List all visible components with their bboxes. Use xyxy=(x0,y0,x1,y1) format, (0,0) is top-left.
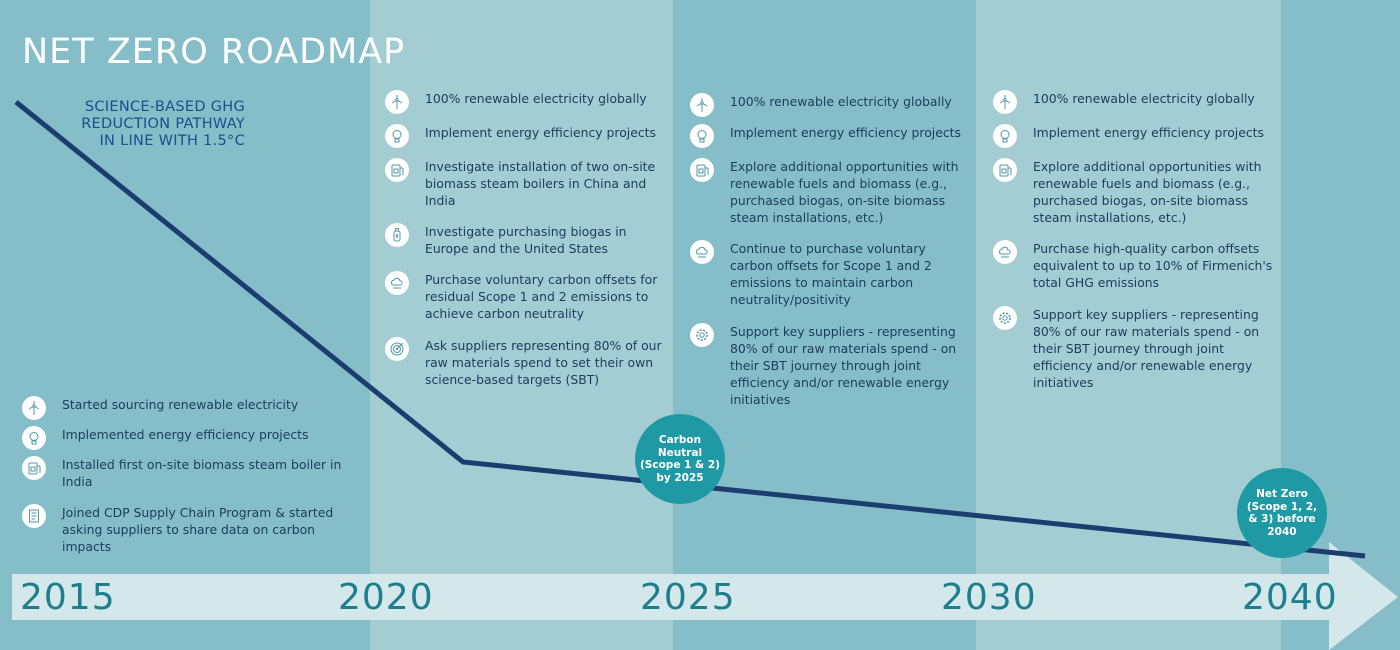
action-item-text: Implement energy efficiency projects xyxy=(1033,125,1264,140)
action-item-text: Implement energy efficiency projects xyxy=(425,125,656,140)
action-item-text: Ask suppliers representing 80% of our ra… xyxy=(425,338,662,387)
lightbulb-icon xyxy=(993,124,1017,148)
band-2025 xyxy=(673,0,976,650)
action-item-text: Support key suppliers - representing 80%… xyxy=(730,324,957,407)
lightbulb-icon xyxy=(385,124,409,148)
band-2015 xyxy=(0,0,370,650)
boiler-icon xyxy=(993,158,1017,182)
action-item: 100% renewable electricity globally xyxy=(385,90,665,114)
action-item-text: Started sourcing renewable electricity xyxy=(62,397,299,412)
emissions-trajectory-line xyxy=(14,100,1366,559)
action-item: Started sourcing renewable electricity xyxy=(22,396,342,420)
action-item-text: Investigate installation of two on-site … xyxy=(425,159,656,208)
carbon-cloud-icon xyxy=(385,271,409,295)
net-zero-text: Net Zero (Scope 1, 2, & 3) before 2040 xyxy=(1246,488,1318,538)
action-item-text: 100% renewable electricity globally xyxy=(425,91,647,106)
action-item-text: Joined CDP Supply Chain Program & starte… xyxy=(62,505,334,554)
action-item: 100% renewable electricity globally xyxy=(993,90,1273,114)
action-item: Explore additional opportunities with re… xyxy=(690,158,970,226)
action-item: Implemented energy efficiency projects xyxy=(22,426,342,450)
action-item: Installed first on-site biomass steam bo… xyxy=(22,456,342,490)
action-item-text: 100% renewable electricity globally xyxy=(1033,91,1255,106)
action-item: Joined CDP Supply Chain Program & starte… xyxy=(22,504,342,555)
target-icon xyxy=(385,337,409,361)
lightbulb-icon xyxy=(22,426,46,450)
action-item-text: Implemented energy efficiency projects xyxy=(62,427,309,442)
timeline-arrow xyxy=(12,542,1398,650)
carbon-neutral-text: Carbon Neutral (Scope 1 & 2) by 2025 xyxy=(640,434,720,484)
action-item-text: Implement energy efficiency projects xyxy=(730,125,961,140)
action-item: Support key suppliers - representing 80%… xyxy=(690,323,970,408)
action-item-text: Continue to purchase voluntary carbon of… xyxy=(730,241,932,307)
action-item-text: Investigate purchasing biogas in Europe … xyxy=(425,224,627,256)
action-item-text: Explore additional opportunities with re… xyxy=(1033,159,1262,225)
lightbulb-icon xyxy=(690,124,714,148)
action-item: Explore additional opportunities with re… xyxy=(993,158,1273,226)
wind-turbine-icon xyxy=(690,93,714,117)
carbon-cloud-icon xyxy=(993,240,1017,264)
action-item: Implement energy efficiency projects xyxy=(690,124,970,148)
gear-icon xyxy=(993,306,1017,330)
boiler-icon xyxy=(22,456,46,480)
action-item: Purchase high-quality carbon offsets equ… xyxy=(993,240,1273,291)
wind-turbine-icon xyxy=(993,90,1017,114)
action-item: Implement energy efficiency projects xyxy=(993,124,1273,148)
gas-bottle-icon xyxy=(385,223,409,247)
action-item: Investigate installation of two on-site … xyxy=(385,158,665,209)
carbon-neutral-badge: Carbon Neutral (Scope 1 & 2) by 2025 xyxy=(635,414,725,504)
year-label-2015: 2015 xyxy=(20,577,116,618)
action-item-text: Explore additional opportunities with re… xyxy=(730,159,959,225)
action-item-text: 100% renewable electricity globally xyxy=(730,94,952,109)
action-item: Ask suppliers representing 80% of our ra… xyxy=(385,337,665,388)
action-item-text: Purchase voluntary carbon offsets for re… xyxy=(425,272,658,321)
wind-turbine-icon xyxy=(385,90,409,114)
wind-turbine-icon xyxy=(22,396,46,420)
page-title: NET ZERO ROADMAP xyxy=(22,32,406,72)
gear-icon xyxy=(690,323,714,347)
pathway-label: SCIENCE-BASED GHG REDUCTION PATHWAY IN L… xyxy=(81,99,245,149)
action-item-text: Installed first on-site biomass steam bo… xyxy=(62,457,342,489)
action-item: Implement energy efficiency projects xyxy=(385,124,665,148)
action-item-text: Purchase high-quality carbon offsets equ… xyxy=(1033,241,1273,290)
band-2020 xyxy=(370,0,673,650)
action-item-text: Support key suppliers - representing 80%… xyxy=(1033,307,1260,390)
year-label-2025: 2025 xyxy=(640,577,736,618)
action-item: Support key suppliers - representing 80%… xyxy=(993,306,1273,391)
action-item: 100% renewable electricity globally xyxy=(690,93,970,117)
carbon-cloud-icon xyxy=(690,240,714,264)
year-label-2020: 2020 xyxy=(338,577,434,618)
boiler-icon xyxy=(690,158,714,182)
year-label-2030: 2030 xyxy=(941,577,1037,618)
boiler-icon xyxy=(385,158,409,182)
net-zero-badge: Net Zero (Scope 1, 2, & 3) before 2040 xyxy=(1237,468,1327,558)
document-icon xyxy=(22,504,46,528)
action-item: Investigate purchasing biogas in Europe … xyxy=(385,223,665,257)
action-item: Continue to purchase voluntary carbon of… xyxy=(690,240,970,308)
action-item: Purchase voluntary carbon offsets for re… xyxy=(385,271,665,322)
year-label-2040: 2040 xyxy=(1242,577,1338,618)
